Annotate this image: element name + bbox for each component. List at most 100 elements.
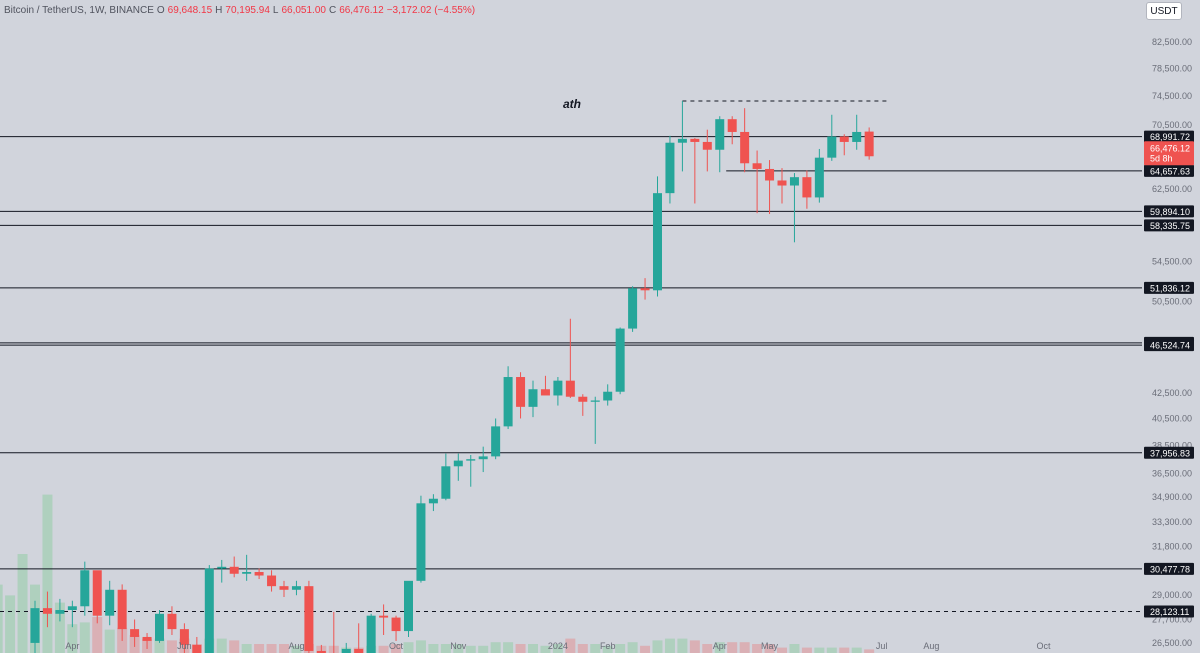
volume-bar bbox=[391, 644, 402, 653]
volume-bar bbox=[266, 644, 277, 653]
volume-bar bbox=[279, 644, 289, 653]
candle-body bbox=[55, 610, 65, 614]
x-tick-label: Nov bbox=[450, 641, 467, 651]
y-tick-label: 82,500.00 bbox=[1152, 37, 1192, 47]
volume-bar bbox=[714, 642, 725, 653]
candle-body bbox=[142, 636, 152, 641]
candle-body bbox=[653, 193, 662, 291]
level-tag bbox=[1144, 281, 1194, 294]
volume-bar bbox=[241, 644, 252, 653]
candle-body bbox=[827, 136, 837, 158]
x-tick-label: Feb bbox=[600, 641, 616, 651]
volume-bar bbox=[503, 642, 514, 653]
level-tag bbox=[1144, 339, 1194, 352]
volume-bar bbox=[565, 638, 576, 653]
y-tick-label: 34,900.00 bbox=[1152, 492, 1192, 502]
level-tag bbox=[1144, 446, 1194, 459]
volume-bar bbox=[777, 647, 787, 653]
y-tick-label: 54,500.00 bbox=[1152, 256, 1192, 266]
volume-bar bbox=[42, 494, 53, 653]
candle-body bbox=[404, 580, 413, 632]
volume-bar bbox=[216, 638, 227, 653]
candle-body bbox=[304, 586, 314, 651]
y-tick-label: 33,300.00 bbox=[1152, 517, 1192, 527]
candle-body bbox=[615, 328, 625, 392]
volume-bar bbox=[428, 644, 439, 653]
ath-annotation: ath bbox=[563, 97, 581, 111]
volume-bar bbox=[515, 644, 526, 653]
level-tag bbox=[1144, 164, 1194, 177]
candle-body bbox=[391, 617, 401, 632]
y-tick-label: 36,500.00 bbox=[1152, 469, 1192, 479]
level-tag-label: 58,335.75 bbox=[1150, 221, 1190, 231]
candle-body bbox=[217, 566, 227, 569]
volume-bar bbox=[92, 617, 103, 653]
volume-bar bbox=[528, 644, 538, 653]
level-tag bbox=[1144, 562, 1194, 575]
volume-bar bbox=[0, 584, 3, 653]
candle-body bbox=[715, 119, 725, 150]
symbol-label[interactable]: Bitcoin / TetherUS, 1W, BINANCE bbox=[4, 5, 154, 16]
candle-body bbox=[30, 608, 40, 643]
volume-bar bbox=[54, 602, 65, 653]
candle-body bbox=[752, 163, 762, 169]
x-tick-label: Aug bbox=[288, 641, 304, 651]
candle-body bbox=[864, 131, 874, 157]
close-label: C bbox=[328, 5, 337, 16]
candle-body bbox=[179, 629, 189, 645]
level-tag-label: 64,657.63 bbox=[1150, 166, 1190, 176]
level-tag bbox=[1144, 130, 1194, 143]
candle-body bbox=[67, 606, 77, 611]
candle-body bbox=[777, 180, 787, 186]
volume-bar bbox=[851, 647, 862, 653]
candle-body bbox=[130, 629, 140, 637]
level-tag-label: 37,956.83 bbox=[1150, 448, 1190, 458]
candle-body bbox=[677, 138, 687, 143]
volume-bar bbox=[166, 640, 177, 653]
volume-bar bbox=[677, 638, 688, 653]
open-value: 69,648.15 bbox=[167, 5, 213, 16]
candle-body bbox=[528, 389, 538, 407]
volume-bar bbox=[229, 640, 240, 653]
volume-bar bbox=[627, 642, 638, 653]
currency-button[interactable]: USDT bbox=[1146, 2, 1182, 20]
x-tick-label: Jul bbox=[876, 641, 888, 651]
volume-bar bbox=[67, 624, 78, 653]
candle-body bbox=[603, 391, 613, 401]
candle-body bbox=[291, 586, 301, 590]
candle-body bbox=[839, 136, 849, 142]
candle-body bbox=[702, 141, 712, 150]
candle-body bbox=[428, 498, 438, 504]
low-value: 66,051.00 bbox=[281, 5, 326, 16]
x-tick-label: Apr bbox=[65, 641, 79, 651]
volume-bar bbox=[577, 644, 588, 653]
level-tag bbox=[1144, 205, 1194, 218]
candle-body bbox=[640, 288, 650, 291]
change-value: −3,172.02 (−4.55%) bbox=[386, 5, 476, 16]
y-tick-label: 70,500.00 bbox=[1152, 120, 1192, 130]
candle-body bbox=[491, 426, 501, 457]
candle-body bbox=[316, 650, 326, 653]
candle-body bbox=[740, 131, 750, 164]
level-tag-label: 28,123.11 bbox=[1150, 607, 1189, 617]
y-tick-label: 78,500.00 bbox=[1152, 63, 1192, 73]
candle-body bbox=[478, 456, 488, 460]
volume-bar bbox=[664, 638, 675, 653]
candle-body bbox=[80, 570, 90, 607]
candle-body bbox=[354, 648, 364, 653]
volume-bar bbox=[415, 640, 426, 653]
level-tag bbox=[1144, 219, 1194, 232]
candle-body bbox=[565, 380, 575, 397]
low-label: L bbox=[272, 5, 279, 16]
open-label: O bbox=[156, 5, 165, 16]
level-tag-label: 46,524.74 bbox=[1150, 341, 1190, 351]
volume-bar bbox=[752, 644, 763, 653]
candle-body bbox=[379, 615, 389, 618]
level-tag-label: 30,477.78 bbox=[1150, 564, 1190, 574]
candle-body bbox=[466, 459, 476, 461]
candle-body bbox=[105, 589, 115, 616]
volume-bar bbox=[727, 642, 738, 653]
volume-bar bbox=[590, 644, 601, 653]
countdown-label: 5d 8h bbox=[1150, 153, 1173, 163]
